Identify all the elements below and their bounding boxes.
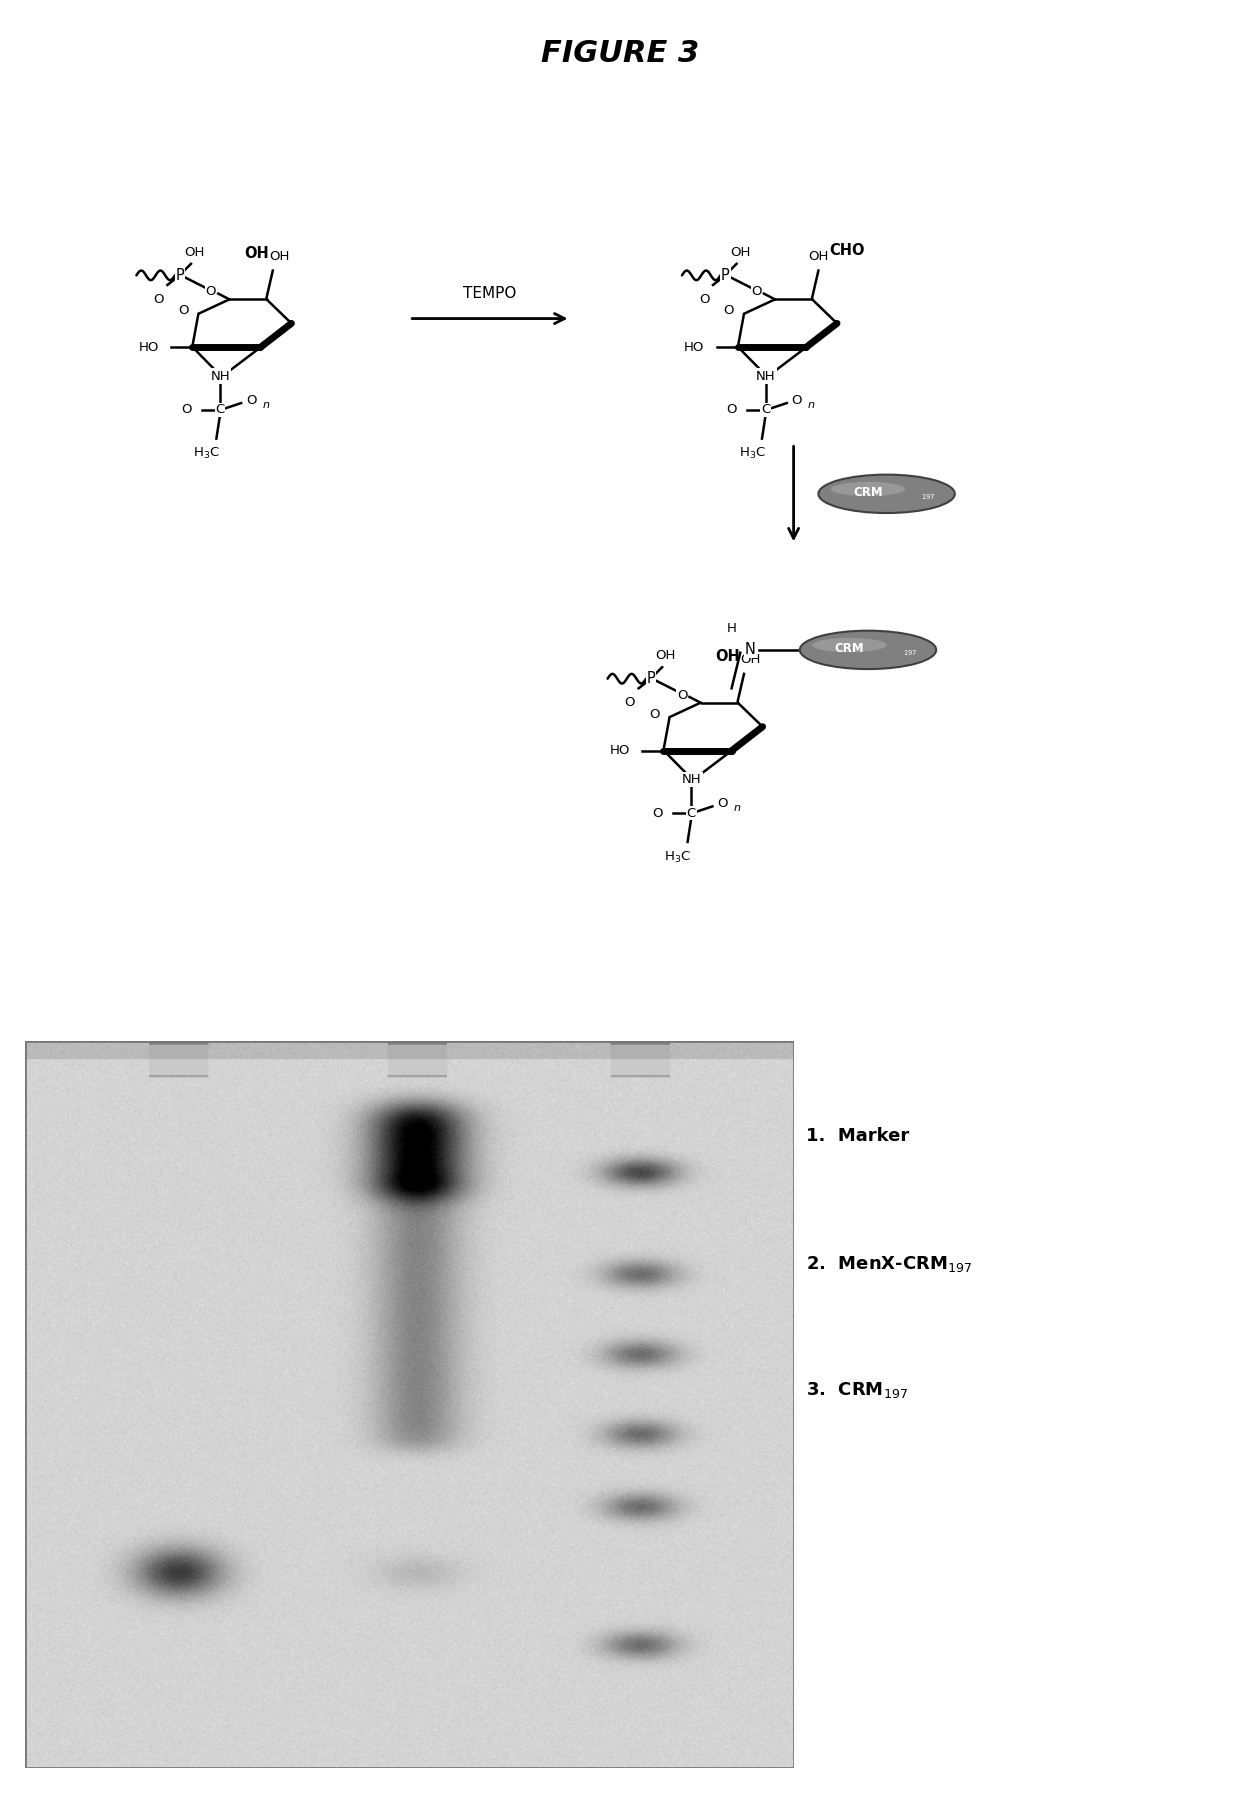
Text: FIGURE 3: FIGURE 3 — [541, 39, 699, 68]
Text: O: O — [179, 305, 188, 318]
Ellipse shape — [831, 481, 905, 495]
Text: CRM: CRM — [853, 486, 883, 499]
Text: OH: OH — [656, 650, 676, 662]
Text: HO: HO — [610, 745, 630, 757]
Text: C: C — [216, 404, 224, 416]
Text: P: P — [175, 267, 185, 284]
Text: OH: OH — [244, 246, 269, 260]
Text: C: C — [687, 806, 696, 820]
Text: OH: OH — [269, 250, 289, 262]
Text: NH: NH — [682, 774, 701, 786]
Text: O: O — [650, 707, 660, 722]
Text: TEMPO: TEMPO — [463, 285, 517, 302]
Text: NH: NH — [756, 370, 775, 382]
Text: O: O — [724, 305, 734, 318]
Text: CHO: CHO — [830, 242, 864, 258]
Text: O: O — [246, 393, 257, 407]
Text: O: O — [717, 797, 728, 810]
Text: C: C — [761, 404, 770, 416]
Text: OH: OH — [185, 246, 205, 258]
Ellipse shape — [818, 474, 955, 513]
Text: 3.  CRM$_{197}$: 3. CRM$_{197}$ — [806, 1380, 908, 1400]
Text: O: O — [677, 689, 687, 702]
Text: $_{197}$: $_{197}$ — [903, 648, 918, 657]
Text: HO: HO — [139, 341, 159, 354]
Text: 1.  Marker: 1. Marker — [806, 1127, 909, 1145]
Text: $_{197}$: $_{197}$ — [921, 492, 936, 503]
Text: n: n — [263, 400, 269, 409]
Text: H$_3$C: H$_3$C — [739, 447, 765, 461]
Text: O: O — [727, 404, 737, 416]
Text: P: P — [646, 671, 656, 686]
Text: H$_3$C: H$_3$C — [665, 849, 691, 865]
Text: HO: HO — [684, 341, 704, 354]
Text: n: n — [808, 400, 815, 409]
Text: n: n — [734, 804, 740, 813]
Ellipse shape — [812, 637, 887, 652]
Text: O: O — [652, 806, 663, 820]
Text: OH: OH — [715, 650, 740, 664]
Text: OH: OH — [740, 653, 760, 666]
Text: O: O — [699, 293, 709, 305]
Text: O: O — [206, 285, 216, 298]
Text: CRM: CRM — [835, 643, 864, 655]
Text: O: O — [791, 393, 802, 407]
Text: OH: OH — [730, 246, 750, 258]
Text: O: O — [181, 404, 191, 416]
Ellipse shape — [800, 630, 936, 670]
Text: NH: NH — [211, 370, 229, 382]
Text: H$_3$C: H$_3$C — [193, 447, 219, 461]
Text: OH: OH — [808, 250, 828, 262]
Text: O: O — [625, 696, 635, 709]
Text: H: H — [727, 623, 737, 635]
Text: N: N — [745, 643, 755, 657]
Text: O: O — [154, 293, 164, 305]
Text: 2.  MenX-CRM$_{197}$: 2. MenX-CRM$_{197}$ — [806, 1253, 972, 1274]
Text: P: P — [720, 267, 730, 284]
Text: O: O — [751, 285, 761, 298]
